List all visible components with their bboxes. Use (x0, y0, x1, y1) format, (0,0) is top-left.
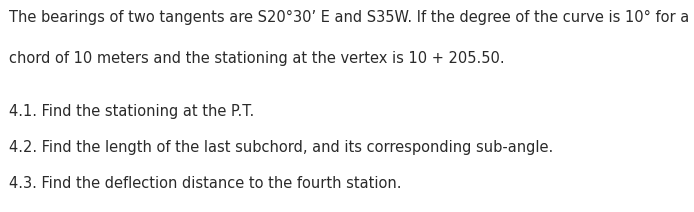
Text: chord of 10 meters and the stationing at the vertex is 10 + 205.50.: chord of 10 meters and the stationing at… (9, 51, 505, 66)
Text: 4.3. Find the deflection distance to the fourth station.: 4.3. Find the deflection distance to the… (9, 176, 402, 191)
Text: 4.1. Find the stationing at the P.T.: 4.1. Find the stationing at the P.T. (9, 104, 254, 119)
Text: 4.2. Find the length of the last subchord, and its corresponding sub-angle.: 4.2. Find the length of the last subchor… (9, 140, 553, 155)
Text: The bearings of two tangents are S20°30’ E and S35W. If the degree of the curve : The bearings of two tangents are S20°30’… (9, 10, 689, 25)
